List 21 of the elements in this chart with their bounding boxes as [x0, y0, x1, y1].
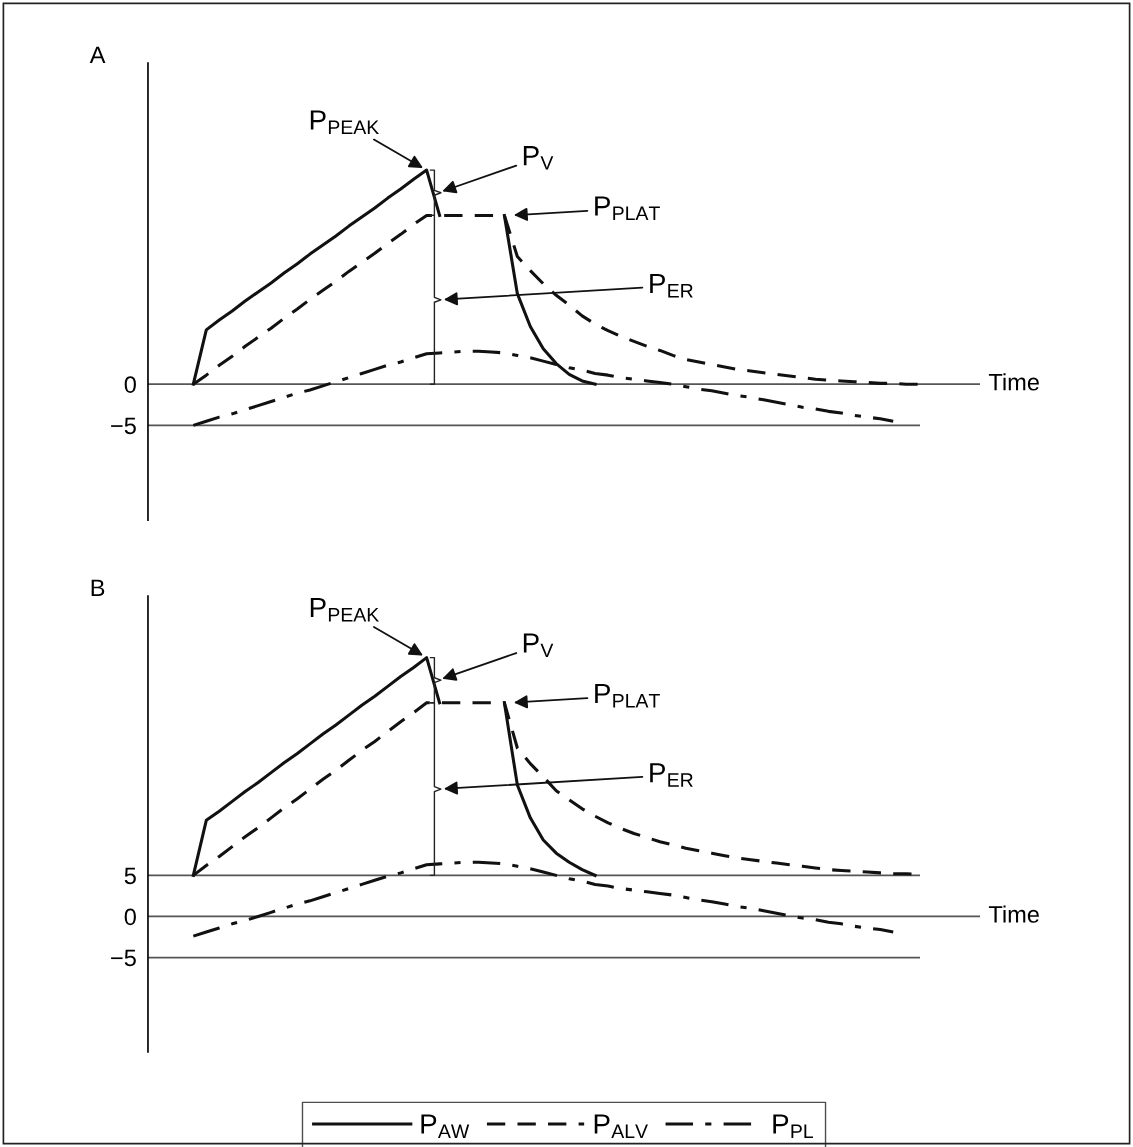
legend-label: P$_{AW}$ — [421, 1114, 470, 1138]
y-tick-label: 0 — [124, 908, 136, 926]
annotation: P$_{PLAT}$ — [595, 683, 660, 708]
chart-title: A — [89, 46, 106, 64]
annotation: P$_{V}$ — [523, 633, 554, 658]
annotation: P$_{ER}$ — [650, 763, 693, 787]
y-tick-label: −5 — [111, 949, 136, 967]
annotation: P$_{V}$ — [523, 146, 554, 170]
annotation: P$_{PEAK}$ — [310, 110, 380, 134]
ref-line-label: Time — [988, 373, 1039, 391]
y-tick-label: −5 — [111, 417, 136, 435]
y-tick-label: 0 — [124, 376, 136, 393]
annotation: P$_{PEAK}$ — [310, 597, 380, 622]
legend-label: P$_{ALV}$ — [594, 1114, 648, 1138]
line-series — [191, 860, 895, 938]
annotation: P$_{ER}$ — [650, 273, 693, 298]
chart-title: B — [91, 579, 105, 596]
legend-label: P$_{PL}$ — [773, 1114, 814, 1138]
ref-line-label: Time — [988, 905, 1039, 923]
annotation: P$_{PLAT}$ — [595, 196, 660, 220]
y-tick-label: 5 — [124, 867, 136, 885]
